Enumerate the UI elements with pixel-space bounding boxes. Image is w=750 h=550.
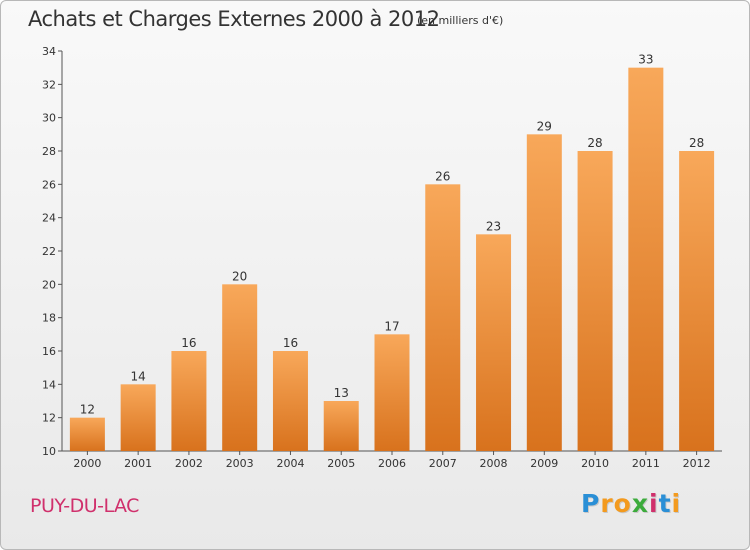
x-tick-label: 2003 — [226, 457, 254, 470]
data-label: 13 — [334, 386, 349, 400]
data-label: 33 — [638, 53, 653, 67]
logo-letter: i — [671, 489, 682, 518]
data-label: 23 — [486, 219, 501, 233]
data-label: 28 — [587, 136, 602, 150]
y-tick-label: 34 — [42, 45, 56, 58]
bar — [222, 284, 258, 451]
bar — [272, 351, 308, 451]
data-label: 16 — [181, 336, 196, 350]
x-tick-label: 2011 — [632, 457, 660, 470]
commune-name: PUY-DU-LAC — [30, 495, 139, 517]
bar — [577, 151, 613, 451]
chart-unit: (en milliers d'€) — [417, 14, 504, 27]
data-label: 12 — [80, 403, 95, 417]
y-tick-label: 16 — [42, 345, 56, 358]
proxiti-logo: Proxiti — [581, 489, 681, 518]
logo-letter: t — [658, 489, 672, 518]
data-label: 14 — [131, 369, 146, 383]
logo-letter: i — [649, 489, 659, 518]
x-tick-label: 2012 — [683, 457, 711, 470]
data-label: 16 — [283, 336, 298, 350]
logo-letter: P — [581, 489, 601, 518]
x-tick-label: 2007 — [429, 457, 457, 470]
x-tick-label: 2005 — [327, 457, 355, 470]
data-label: 28 — [689, 136, 704, 150]
data-label: 20 — [232, 269, 247, 283]
logo-letter: o — [613, 489, 632, 518]
bar — [476, 234, 512, 451]
bar — [69, 417, 105, 451]
bar — [679, 151, 715, 451]
x-tick-label: 2001 — [124, 457, 152, 470]
x-tick-label: 2006 — [378, 457, 406, 470]
logo-letter: x — [631, 489, 649, 518]
x-tick-label: 2009 — [530, 457, 558, 470]
y-tick-label: 26 — [42, 178, 56, 191]
y-tick-label: 10 — [42, 445, 56, 458]
x-tick-label: 2002 — [175, 457, 203, 470]
logo-letter: r — [600, 489, 614, 518]
data-label: 29 — [537, 119, 552, 133]
y-tick-label: 30 — [42, 112, 56, 125]
y-tick-label: 32 — [42, 78, 56, 91]
chart-title: Achats et Charges Externes 2000 à 2012 — [28, 7, 440, 31]
bar — [120, 384, 156, 451]
y-tick-label: 18 — [42, 312, 56, 325]
bar — [425, 184, 461, 452]
bar — [628, 67, 664, 452]
y-tick-label: 28 — [42, 145, 56, 158]
y-tick-label: 22 — [42, 245, 56, 258]
x-tick-label: 2010 — [581, 457, 609, 470]
x-tick-label: 2008 — [480, 457, 508, 470]
y-tick-label: 14 — [42, 378, 56, 391]
data-label: 26 — [435, 169, 450, 183]
bar — [323, 401, 359, 451]
bar — [374, 334, 410, 451]
y-tick-label: 12 — [42, 412, 56, 425]
x-tick-label: 2000 — [73, 457, 101, 470]
data-label: 17 — [384, 319, 399, 333]
x-tick-label: 2004 — [276, 457, 304, 470]
bar — [171, 351, 207, 451]
y-tick-label: 24 — [42, 212, 56, 225]
y-tick-label: 20 — [42, 278, 56, 291]
bar — [526, 134, 562, 452]
